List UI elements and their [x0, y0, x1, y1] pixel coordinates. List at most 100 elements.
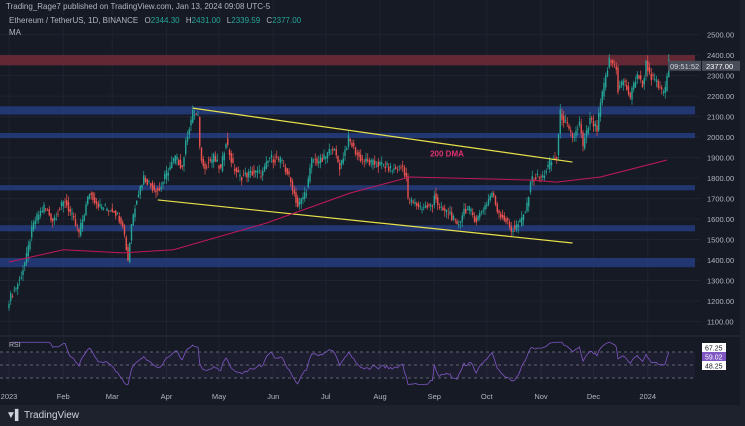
- candle: [622, 78, 624, 91]
- candle-body: [428, 204, 430, 206]
- candle: [69, 206, 71, 216]
- candle-body: [27, 245, 29, 257]
- candle: [216, 153, 218, 162]
- zone-resistance: [0, 55, 695, 66]
- ma-indicator-label[interactable]: MA: [9, 28, 21, 37]
- candle-body: [38, 215, 40, 220]
- candle: [235, 167, 238, 178]
- candle-body: [297, 198, 299, 208]
- candle-body: [10, 293, 12, 302]
- candle-body: [83, 215, 85, 221]
- rsi-line: [10, 341, 670, 385]
- price-tick-label: 1200.00: [707, 297, 734, 306]
- candle: [594, 120, 596, 132]
- candle: [624, 78, 626, 87]
- candle-body: [496, 203, 498, 212]
- candle: [181, 164, 183, 170]
- symbol-name: Ethereum / TetherUS, 1D, BINANCE: [9, 16, 139, 25]
- candle-body: [39, 210, 42, 216]
- candle: [78, 227, 80, 238]
- candle-body: [426, 205, 428, 208]
- candle-body: [66, 199, 68, 206]
- candle: [134, 204, 136, 222]
- candle: [578, 116, 581, 128]
- candle: [136, 200, 138, 206]
- time-tick-label: Jun: [267, 392, 279, 401]
- candle-body: [73, 215, 75, 218]
- candle: [304, 186, 306, 202]
- candle-body: [556, 156, 558, 159]
- candle: [248, 168, 250, 182]
- candle-body: [230, 153, 232, 163]
- candle: [568, 123, 570, 131]
- candle: [529, 179, 532, 195]
- candle: [106, 207, 108, 212]
- candle-body: [237, 169, 239, 172]
- candle-body: [181, 165, 183, 167]
- candle: [284, 163, 287, 176]
- candle: [570, 126, 572, 137]
- candle: [442, 205, 444, 211]
- candle-body: [563, 115, 565, 123]
- candle: [519, 217, 521, 223]
- candle-body: [234, 168, 236, 172]
- candle-body: [130, 224, 133, 241]
- candle: [232, 153, 234, 164]
- rsi-value-label: 67.25: [705, 346, 723, 353]
- candle: [179, 153, 182, 170]
- candle-body: [118, 215, 120, 222]
- candle: [53, 214, 56, 225]
- candle: [314, 153, 316, 166]
- candle: [466, 205, 469, 211]
- candle-body: [580, 124, 582, 134]
- candle-body: [244, 172, 246, 175]
- candle: [536, 169, 539, 178]
- footer-brand[interactable]: ▼▌ TradingView: [6, 410, 79, 421]
- candle: [533, 177, 535, 186]
- candle: [99, 198, 101, 208]
- candle-body: [493, 193, 495, 196]
- candle: [228, 148, 231, 161]
- candle-body: [461, 215, 463, 222]
- rsi-value-label: 59.02: [705, 355, 723, 362]
- candle: [395, 164, 397, 170]
- candle-body: [17, 284, 19, 289]
- candle-body: [132, 214, 134, 226]
- candle: [48, 206, 50, 217]
- candle: [526, 197, 528, 213]
- candle: [218, 164, 220, 174]
- candle: [39, 207, 42, 219]
- candle: [36, 211, 38, 224]
- candle-body: [347, 135, 350, 147]
- candle: [95, 197, 98, 209]
- candle-body: [409, 202, 411, 204]
- candle-body: [304, 192, 306, 199]
- candle-body: [358, 152, 360, 157]
- rsi-indicator-label[interactable]: RSI: [9, 342, 21, 349]
- candle: [199, 116, 201, 150]
- candle: [300, 198, 302, 209]
- candle: [186, 130, 189, 146]
- symbol-legend: Ethereum / TetherUS, 1D, BINANCE O2344.3…: [6, 15, 305, 26]
- price-tick-label: 2300.00: [707, 72, 734, 81]
- candle: [288, 168, 290, 178]
- candle: [52, 217, 54, 228]
- price-tick-label: 1600.00: [707, 215, 734, 224]
- candle-body: [263, 166, 266, 172]
- candle: [629, 91, 631, 100]
- candle-body: [531, 176, 533, 182]
- candle: [130, 224, 133, 245]
- candle-body: [111, 208, 113, 213]
- zone-support: [0, 185, 695, 191]
- candle-body: [228, 149, 231, 156]
- candle: [255, 170, 257, 178]
- candle: [421, 206, 423, 214]
- candle: [391, 169, 393, 175]
- candle-body: [435, 193, 437, 200]
- candle: [356, 149, 358, 161]
- candle-body: [356, 152, 358, 155]
- candle-body: [185, 140, 187, 155]
- candle: [496, 201, 498, 215]
- candle: [202, 155, 204, 169]
